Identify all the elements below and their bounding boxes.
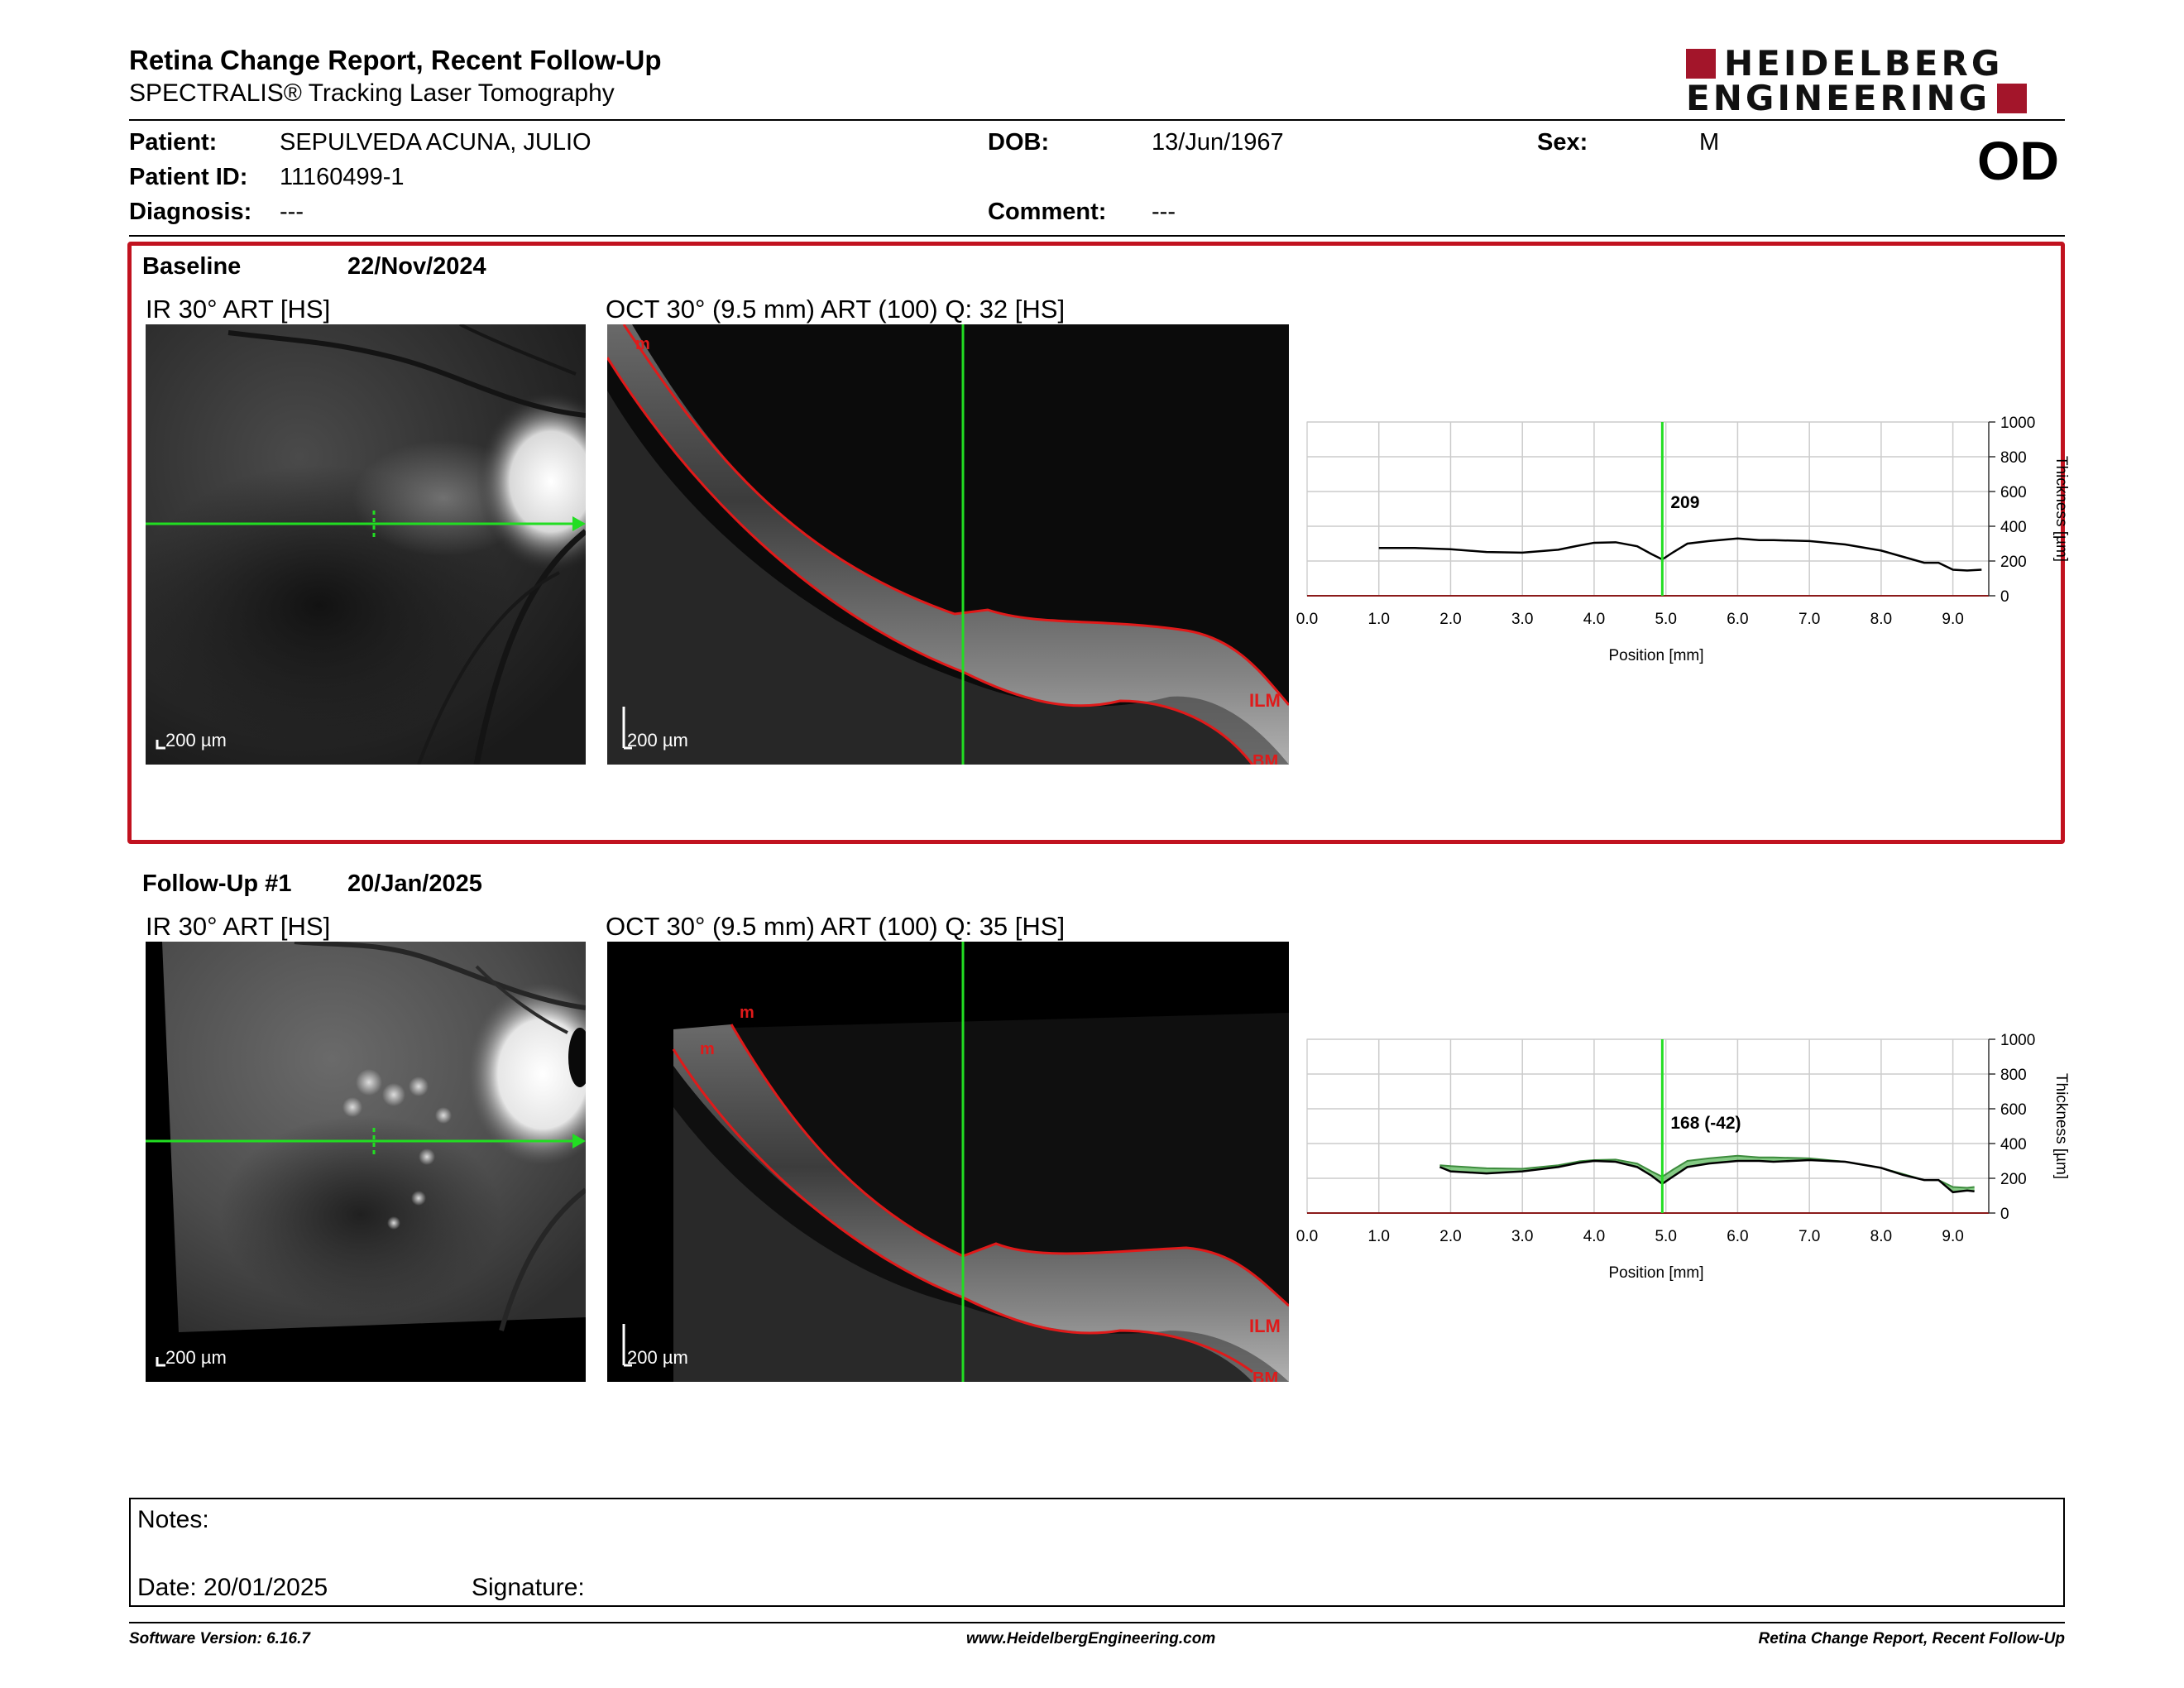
- patient-id-value: 11160499-1: [280, 164, 405, 190]
- followup-date: 20/Jan/2025: [347, 870, 482, 897]
- report-subtitle: SPECTRALIS® Tracking Laser Tomography: [129, 79, 615, 107]
- dob-label: DOB:: [988, 129, 1050, 156]
- header-divider: [129, 119, 2065, 121]
- x-tick-label: 9.0: [1942, 611, 1963, 628]
- x-tick-label: 0.0: [1296, 1228, 1318, 1245]
- x-tick-label: 4.0: [1583, 611, 1605, 628]
- patient-divider: [129, 235, 2065, 237]
- x-tick-label: 8.0: [1870, 1228, 1892, 1245]
- baseline-oct-scalebar: 200 µm: [627, 730, 688, 750]
- y-tick-label: 400: [2000, 1136, 2027, 1153]
- x-tick-label: 8.0: [1870, 611, 1892, 628]
- x-tick-label: 3.0: [1511, 611, 1533, 628]
- x-axis-title: Position [mm]: [1608, 647, 1703, 664]
- baseline-ir-fundus-image: 200 µm: [146, 324, 586, 765]
- eye-indicator: OD: [1977, 130, 2059, 191]
- x-tick-label: 9.0: [1942, 1228, 1963, 1245]
- footer-report-name: Retina Change Report, Recent Follow-Up: [1758, 1630, 2065, 1647]
- y-tick-label: 0: [2000, 1206, 2009, 1223]
- x-tick-label: 1.0: [1368, 611, 1390, 628]
- x-tick-label: 6.0: [1727, 611, 1748, 628]
- logo-square-icon: [1686, 49, 1716, 79]
- baseline-ir-scalebar: 200 µm: [165, 730, 227, 750]
- x-tick-label: 4.0: [1583, 1228, 1605, 1245]
- followup-ir-fundus-image: 200 µm: [146, 942, 586, 1382]
- x-tick-label: 5.0: [1655, 1228, 1676, 1245]
- baseline-date: 22/Nov/2024: [347, 253, 486, 280]
- baseline-section-label: Baseline: [142, 253, 242, 280]
- followup-oct-bscan-image: m m ILM BM 200 µm: [607, 942, 1289, 1382]
- x-tick-label: 3.0: [1511, 1228, 1533, 1245]
- logo-text-line1: HEIDELBERG: [1724, 43, 2004, 84]
- x-tick-label: 2.0: [1439, 611, 1461, 628]
- y-tick-label: 800: [2000, 449, 2027, 467]
- footer-divider: [129, 1622, 2065, 1623]
- x-tick-label: 1.0: [1368, 1228, 1390, 1245]
- comment-value: ---: [1152, 199, 1176, 225]
- y-tick-label: 200: [2000, 1171, 2027, 1188]
- baseline-thickness-chart: 0.0 1.0 2.0 3.0 4.0 5.0 6.0 7.0 8.0 9.0 0 200 400 600…: [1296, 415, 2068, 664]
- plot-area: [1306, 1038, 1990, 1214]
- notes-box[interactable]: Notes: Date: 20/01/2025 Signature:: [129, 1498, 2065, 1607]
- marker-thickness-value: 168 (-42): [1670, 1114, 1741, 1133]
- x-tick-label: 5.0: [1655, 611, 1676, 628]
- signature-label: Signature:: [472, 1574, 585, 1601]
- y-tick-label: 800: [2000, 1067, 2027, 1084]
- followup-oct-layer-bm: BM: [1252, 1369, 1278, 1382]
- thickness-profile-line: [1439, 1158, 1975, 1194]
- diagnosis-value: ---: [280, 199, 304, 225]
- followup-oct-layer-ilm: ILM: [1249, 1316, 1281, 1336]
- y-tick-label: 1000: [2000, 415, 2035, 432]
- followup-ir-scalebar: 200 µm: [165, 1347, 227, 1368]
- report-title: Retina Change Report, Recent Follow-Up: [129, 45, 662, 75]
- y-tick-label: 1000: [2000, 1032, 2035, 1049]
- x-tick-label: 6.0: [1727, 1228, 1748, 1245]
- plot-area: [1306, 421, 1990, 597]
- x-tick-label: 7.0: [1798, 1228, 1820, 1245]
- x-tick-label: 2.0: [1439, 1228, 1461, 1245]
- patient-label: Patient:: [129, 129, 218, 156]
- y-axis-title: Thickness [µm]: [2052, 1073, 2068, 1179]
- baseline-oct-layer-bm: BM: [1252, 752, 1278, 765]
- marker-thickness-value: 209: [1670, 493, 1699, 512]
- baseline-oct-label: OCT 30° (9.5 mm) ART (100) Q: 32 [HS]: [606, 295, 1066, 324]
- y-tick-label: 0: [2000, 588, 2009, 606]
- sex-value: M: [1699, 129, 1720, 156]
- dob-value: 13/Jun/1967: [1152, 129, 1284, 156]
- notes-label: Notes:: [137, 1506, 209, 1533]
- x-tick-label: 0.0: [1296, 611, 1318, 628]
- diagnosis-label: Diagnosis:: [129, 199, 252, 225]
- y-axis-title: Thickness [µm]: [2052, 456, 2068, 562]
- logo-text-line2: ENGINEERING: [1686, 78, 1991, 118]
- followup-oct-layer-m2: m: [700, 1040, 715, 1058]
- followup-ir-label: IR 30° ART [HS]: [146, 912, 331, 941]
- baseline-oct-bscan-image: m ILM BM 200 µm: [607, 324, 1289, 765]
- x-axis-title: Position [mm]: [1608, 1264, 1703, 1282]
- baseline-oct-layer-m: m: [635, 335, 650, 353]
- followup-oct-layer-m: m: [740, 1004, 754, 1022]
- baseline-ir-label: IR 30° ART [HS]: [146, 295, 331, 324]
- software-version: Software Version: 6.16.7: [129, 1630, 310, 1647]
- patient-name: SEPULVEDA ACUNA, JULIO: [280, 129, 592, 156]
- comment-label: Comment:: [988, 199, 1107, 225]
- thickness-profile-line: [1378, 537, 1982, 572]
- notes-date: Date: 20/01/2025: [137, 1574, 328, 1601]
- followup-thickness-chart: 0.0 1.0 2.0 3.0 4.0 5.0 6.0 7.0 8.0 9.0 0 200 400 600…: [1296, 1032, 2068, 1282]
- baseline-oct-layer-ilm: ILM: [1249, 690, 1281, 711]
- y-tick-label: 200: [2000, 554, 2027, 571]
- logo-square-icon: [1997, 84, 2028, 113]
- followup-section-label: Follow-Up #1: [142, 870, 292, 897]
- y-tick-label: 400: [2000, 519, 2027, 536]
- followup-oct-scalebar: 200 µm: [627, 1347, 688, 1368]
- website-link[interactable]: www.HeidelbergEngineering.com: [966, 1630, 1216, 1647]
- patient-id-label: Patient ID:: [129, 164, 248, 190]
- sex-label: Sex:: [1537, 129, 1588, 156]
- followup-oct-label: OCT 30° (9.5 mm) ART (100) Q: 35 [HS]: [606, 912, 1066, 941]
- baseline-highlight-box: [127, 242, 2065, 844]
- y-tick-label: 600: [2000, 1101, 2027, 1119]
- y-tick-label: 600: [2000, 484, 2027, 501]
- x-tick-label: 7.0: [1798, 611, 1820, 628]
